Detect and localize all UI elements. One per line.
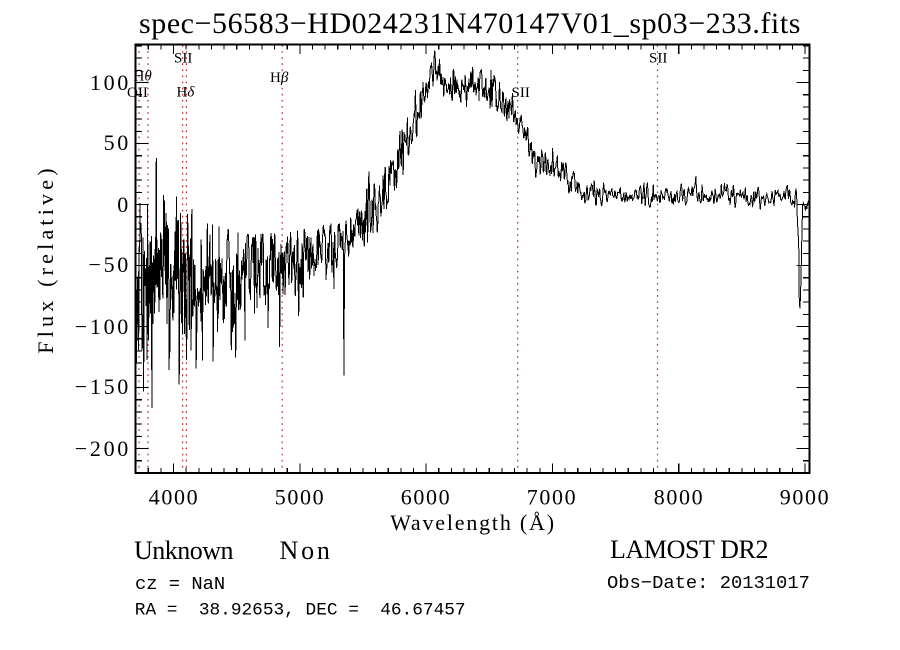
svg-text:50: 50 xyxy=(104,130,131,155)
svg-text:100: 100 xyxy=(90,70,131,95)
svg-text:OII: OII xyxy=(127,85,148,101)
svg-text:7000: 7000 xyxy=(527,485,577,510)
svg-text:spec−56583−HD024231N470147V01_: spec−56583−HD024231N470147V01_sp03−233.f… xyxy=(139,7,801,40)
svg-text:4000: 4000 xyxy=(149,485,199,510)
svg-text:Wavelength (Å): Wavelength (Å) xyxy=(390,510,556,535)
svg-text:−100: −100 xyxy=(75,314,131,339)
svg-text:SII: SII xyxy=(512,85,530,101)
svg-text:RA = 38.92653, DEC = 46.6745: RA = 38.92653, DEC = 46.67457 xyxy=(135,601,466,621)
svg-text:SII: SII xyxy=(174,51,192,67)
svg-text:Hβ: Hβ xyxy=(270,70,289,86)
svg-text:LAMOST DR2: LAMOST DR2 xyxy=(610,535,768,564)
svg-text:SII: SII xyxy=(649,51,667,67)
svg-text:6000: 6000 xyxy=(401,485,451,510)
svg-text:Hθ: Hθ xyxy=(134,69,153,85)
svg-text:−50: −50 xyxy=(88,252,131,277)
svg-text:Non: Non xyxy=(280,536,333,565)
svg-text:Obs−Date: 20131017: Obs−Date: 20131017 xyxy=(607,572,810,594)
svg-text:−200: −200 xyxy=(75,436,131,461)
svg-text:−150: −150 xyxy=(75,374,131,399)
svg-text:8000: 8000 xyxy=(654,485,704,510)
svg-text:Hδ: Hδ xyxy=(177,85,196,101)
svg-text:Unknown: Unknown xyxy=(134,536,234,565)
svg-text:0: 0 xyxy=(117,192,131,217)
svg-text:9000: 9000 xyxy=(780,485,830,510)
svg-text:cz = NaN: cz = NaN xyxy=(135,573,225,595)
svg-text:Flux (relative): Flux (relative) xyxy=(33,164,58,353)
svg-text:5000: 5000 xyxy=(275,485,325,510)
